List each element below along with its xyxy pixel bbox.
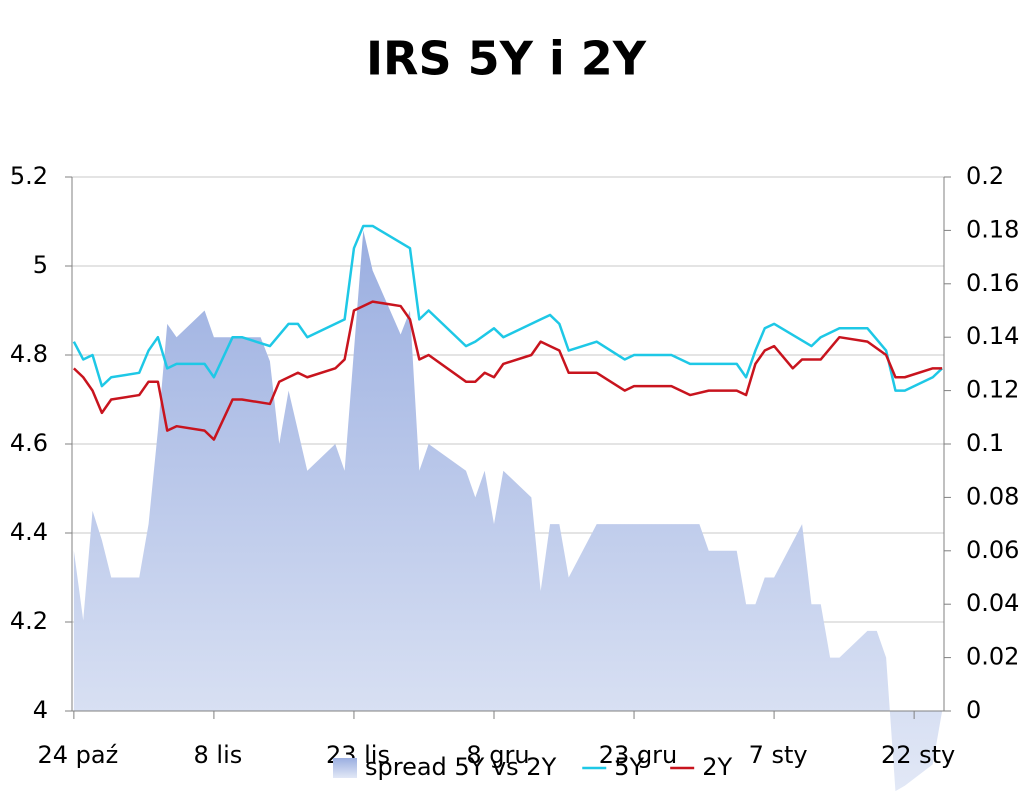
x-tick-label: 7 sty [749,741,808,769]
y-tick-label: 4 [33,696,48,724]
legend-label: spread 5Y vs 2Y [365,753,557,781]
y2-tick-label: 0.04 [966,589,1019,617]
y2-tick-label: 0.06 [966,536,1019,564]
legend-label: 5Y [614,753,644,781]
series-line [72,224,943,392]
y2-tick-label: 0.18 [966,215,1019,243]
y-tick-label: 4.8 [10,340,48,368]
spread-area [73,230,943,791]
y2-tick-label: 0.12 [966,376,1019,404]
y-tick-label: 4.4 [10,518,48,546]
y2-tick-label: 0.14 [966,322,1019,350]
chart-title: IRS 5Y i 2Y [366,32,647,86]
y2-tick-label: 0.08 [966,482,1019,510]
series-line [73,300,943,441]
y-tick-label: 4.2 [10,607,48,635]
y2-tick-label: 0.1 [966,429,1004,457]
x-tick-label: 24 paź [38,741,119,769]
y-tick-label: 5.2 [10,162,48,190]
x-tick-label: 22 sty [881,741,955,769]
y-tick-label: 4.6 [10,429,48,457]
x-tick-label: 23 gru [599,741,677,769]
y2-tick-label: 0 [966,696,981,724]
legend-swatch [333,758,357,778]
y2-tick-label: 0.16 [966,269,1019,297]
series-group [72,224,943,791]
y-tick-label: 5 [33,251,48,279]
legend-label: 2Y [702,753,732,781]
x-tick-label: 8 gru [466,741,529,769]
y2-tick-label: 0.02 [966,643,1019,671]
x-tick-label: 8 lis [194,741,243,769]
y2-tick-label: 0.2 [966,162,1004,190]
